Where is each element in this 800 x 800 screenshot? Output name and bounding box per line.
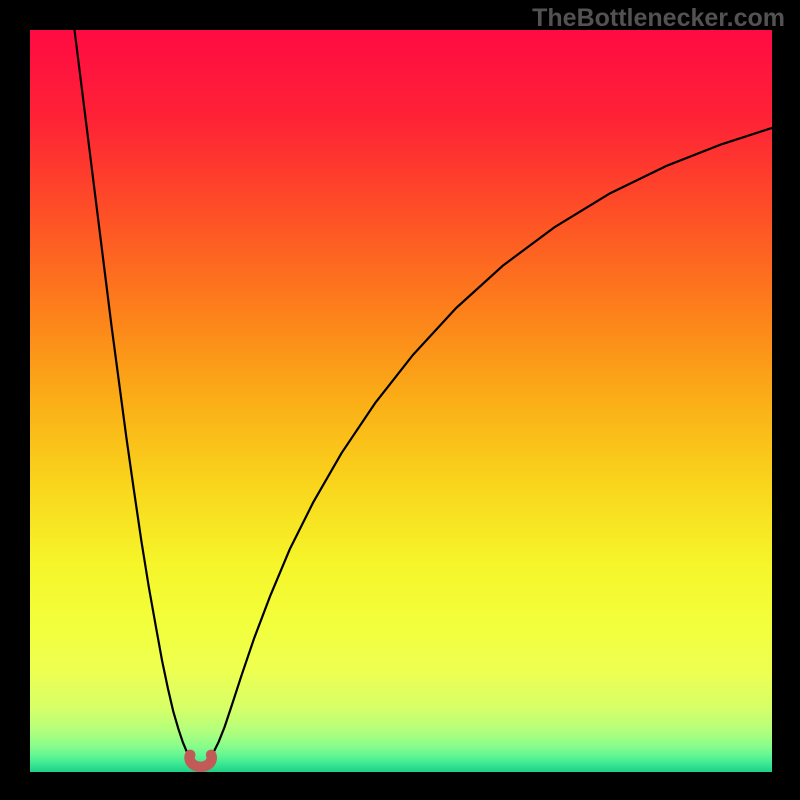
bottleneck-curve-right: [211, 128, 772, 756]
bottleneck-curve-left: [75, 30, 191, 756]
watermark-text: TheBottlenecker.com: [532, 4, 785, 33]
chart-stage: TheBottlenecker.com: [0, 0, 800, 800]
cusp-arc: [190, 755, 212, 767]
plot-area: [30, 30, 772, 772]
curve-overlay: [30, 30, 772, 772]
